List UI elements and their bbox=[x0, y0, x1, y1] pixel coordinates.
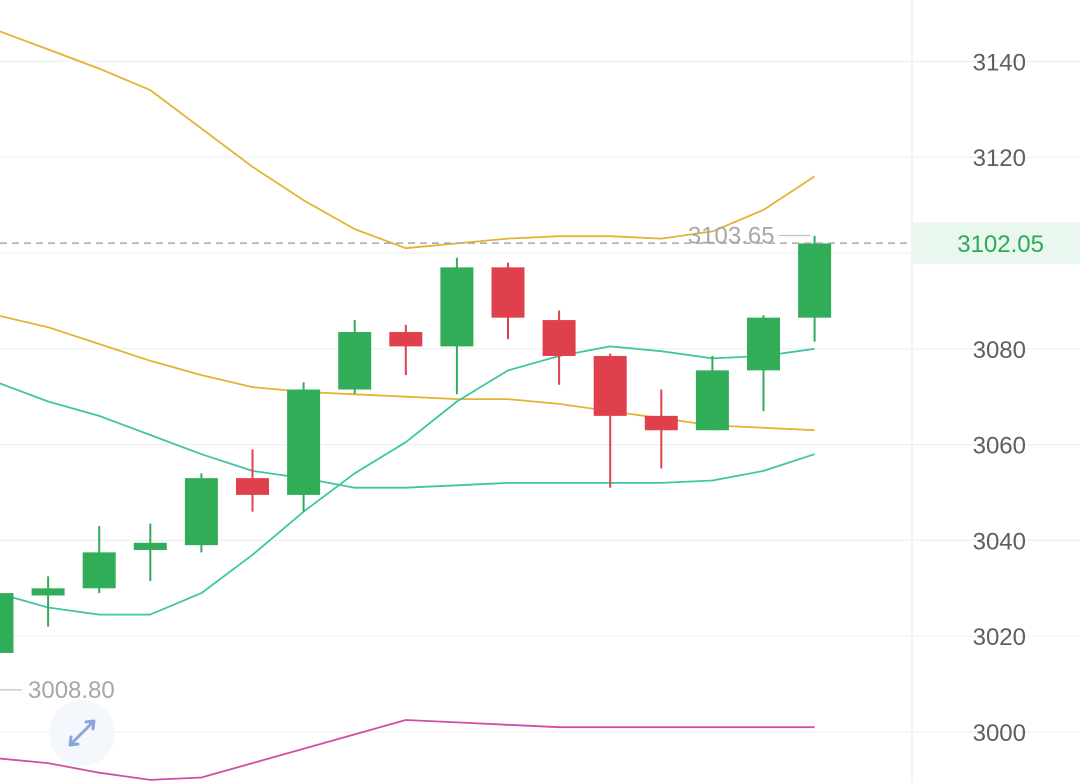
candle bbox=[133, 523, 167, 582]
expand-arrows-icon[interactable] bbox=[49, 700, 115, 766]
y-tick-label: 3140 bbox=[973, 49, 1026, 76]
candle-body bbox=[695, 370, 729, 431]
candle-body bbox=[236, 478, 269, 495]
candle-body bbox=[798, 243, 832, 318]
candle-body bbox=[133, 542, 167, 550]
candle-body bbox=[0, 593, 14, 653]
candle bbox=[593, 353, 627, 488]
low-label: 3008.80 bbox=[28, 677, 115, 704]
candle bbox=[82, 526, 116, 594]
overlay-line-2 bbox=[0, 315, 815, 432]
y-tick-label: 3060 bbox=[973, 433, 1026, 460]
candle bbox=[644, 389, 678, 469]
y-tick-label: 3040 bbox=[973, 528, 1026, 555]
overlay-line-5 bbox=[0, 719, 815, 781]
annotations: 3103.65 3008.80 bbox=[0, 223, 912, 704]
y-axis: 3000 3020 3040 3060 3080 3120 3140 3102.05 bbox=[913, 49, 1080, 747]
y-tick-label: 3000 bbox=[973, 720, 1026, 747]
overlay-line-3 bbox=[0, 382, 815, 489]
candle bbox=[491, 262, 525, 340]
high-label: 3103.65 bbox=[688, 223, 775, 250]
candle bbox=[798, 235, 832, 342]
candle bbox=[31, 576, 65, 627]
candle bbox=[695, 355, 729, 431]
candle-body bbox=[82, 552, 116, 589]
candle-body bbox=[31, 588, 65, 596]
candle-body bbox=[287, 389, 321, 495]
candles bbox=[0, 235, 832, 653]
candle bbox=[542, 310, 576, 385]
candle-body bbox=[747, 317, 780, 371]
candle bbox=[184, 473, 218, 553]
candle-body bbox=[491, 267, 525, 318]
last-price-badge bbox=[913, 222, 1080, 265]
candle bbox=[389, 324, 423, 376]
candle-body bbox=[644, 415, 678, 431]
candle-body bbox=[389, 332, 423, 347]
y-tick-label: 3080 bbox=[973, 337, 1026, 364]
candle bbox=[287, 382, 321, 512]
overlay-lines bbox=[0, 30, 816, 781]
candle bbox=[338, 320, 372, 395]
candle-body bbox=[338, 332, 372, 390]
candle bbox=[236, 449, 269, 512]
candle-body bbox=[440, 267, 474, 347]
overlay-line-4 bbox=[0, 345, 815, 616]
candle-body bbox=[184, 478, 218, 546]
candle-body bbox=[593, 355, 627, 416]
overlay-line-1 bbox=[0, 30, 816, 250]
last-price-label: 3102.05 bbox=[957, 231, 1044, 258]
y-tick-label: 3120 bbox=[973, 145, 1026, 172]
y-tick-label: 3020 bbox=[973, 624, 1026, 651]
grid-lines bbox=[0, 60, 1080, 733]
candle bbox=[0, 593, 14, 653]
candle bbox=[747, 315, 780, 412]
candle bbox=[440, 257, 474, 395]
candle-body bbox=[542, 320, 576, 356]
